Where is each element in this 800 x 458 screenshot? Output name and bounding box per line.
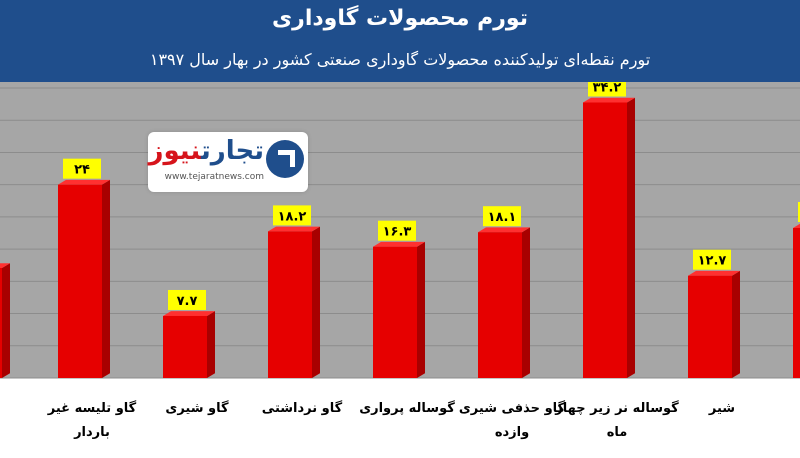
bar-top [583, 97, 635, 103]
bar-side [102, 179, 110, 378]
bar-side [2, 263, 10, 378]
value-label-box [168, 289, 206, 310]
bar-side [207, 311, 215, 378]
chart-subtitle: تورم نقطه‌ای تولیدکننده محصولات گاوداری … [149, 50, 651, 69]
bar [373, 246, 417, 378]
category-label: گاو شیری [165, 400, 229, 416]
value-label: ۲۴ [74, 163, 90, 178]
bar [688, 275, 732, 378]
category-label: وازده [495, 425, 529, 440]
value-label-box [273, 205, 311, 226]
category-labels: گاو تلیسه غیر باردار گاو شیری گاو نرداشتی گو… [47, 400, 735, 440]
bar-top [0, 263, 10, 268]
value-label: ۱۲.۷ [698, 254, 727, 269]
category-label: گاو حذفی شیری [459, 400, 566, 416]
value-label-box [693, 249, 731, 270]
bar [268, 231, 312, 378]
value-label-box [63, 158, 101, 179]
bar [478, 232, 522, 378]
bar [583, 102, 627, 378]
bar-top [163, 311, 215, 316]
value-label: ۷.۷ [177, 294, 198, 309]
value-label-box [588, 82, 626, 97]
logo-name-part2: نیوز [148, 136, 202, 166]
value-label-box [483, 206, 521, 227]
category-label: گاو تلیسه غیر [47, 400, 137, 416]
value-labels: ۲۴۷.۷۱۸.۲۱۶.۳۱۸.۱۳۴.۲۱۲.۷۱ [63, 82, 800, 310]
value-label: ۱۸.۱ [488, 210, 517, 225]
bar-top [478, 227, 530, 233]
category-label: ماه [607, 425, 628, 440]
category-label: گاو نرداشتی [262, 400, 343, 416]
bar-top [793, 223, 800, 228]
bar-side [417, 241, 425, 378]
chart-title: تورم محصولات گاوداری [272, 6, 528, 31]
chart-header: تورم محصولات گاوداری تورم نقطه‌ای تولیدک… [0, 0, 800, 82]
bar-chart: ۲۴۷.۷۱۸.۲۱۶.۳۱۸.۱۳۴.۲۱۲.۷۱ گاو تلیسه غیر… [0, 82, 800, 440]
bar-side [522, 227, 530, 378]
bar-top [268, 226, 320, 232]
bar [58, 184, 102, 378]
logo-url: www.tejaratnews.com [164, 172, 264, 182]
bar-side [732, 270, 740, 378]
bar [163, 315, 207, 378]
bar [0, 268, 2, 378]
bars [0, 97, 800, 378]
category-label: شیر [708, 401, 735, 416]
bar-side [312, 226, 320, 378]
bar-top [373, 241, 425, 247]
value-label: ۱۸.۲ [278, 209, 307, 224]
logo: تجارتنیوز www.tejaratnews.com [148, 132, 308, 192]
category-label: گوساله نر زیر چهار [554, 400, 679, 416]
category-label: گوساله پرواری [359, 400, 455, 416]
logo-name-part1: تجارت [201, 136, 264, 166]
bar-top [58, 179, 110, 185]
bar-side [627, 97, 635, 378]
bar [793, 228, 800, 378]
value-label-box [798, 202, 800, 222]
value-label-box [378, 220, 416, 241]
logo-mark-icon [266, 140, 304, 178]
bar-top [688, 270, 740, 276]
category-label: باردار [73, 425, 110, 440]
value-label: ۳۴.۲ [593, 82, 622, 96]
value-label: ۱۶.۳ [383, 225, 412, 240]
